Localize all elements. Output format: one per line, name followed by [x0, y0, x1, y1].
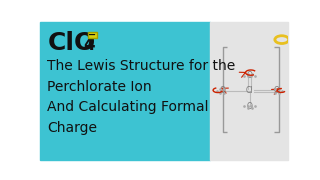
Text: And Calculating Formal: And Calculating Formal: [47, 100, 209, 114]
Bar: [210, 22, 288, 160]
Bar: [40, 22, 210, 160]
Text: −: −: [88, 30, 96, 40]
FancyBboxPatch shape: [88, 32, 97, 38]
Text: Charge: Charge: [47, 121, 97, 135]
Text: Perchlorate Ion: Perchlorate Ion: [47, 80, 152, 94]
Text: O: O: [247, 71, 252, 80]
Text: O: O: [247, 102, 252, 111]
Text: Cl: Cl: [246, 86, 253, 95]
Text: O: O: [274, 86, 280, 95]
Text: O: O: [219, 86, 225, 95]
Text: The Lewis Structure for the: The Lewis Structure for the: [47, 59, 236, 73]
Text: ClO: ClO: [47, 31, 96, 55]
Text: 4: 4: [84, 36, 95, 54]
